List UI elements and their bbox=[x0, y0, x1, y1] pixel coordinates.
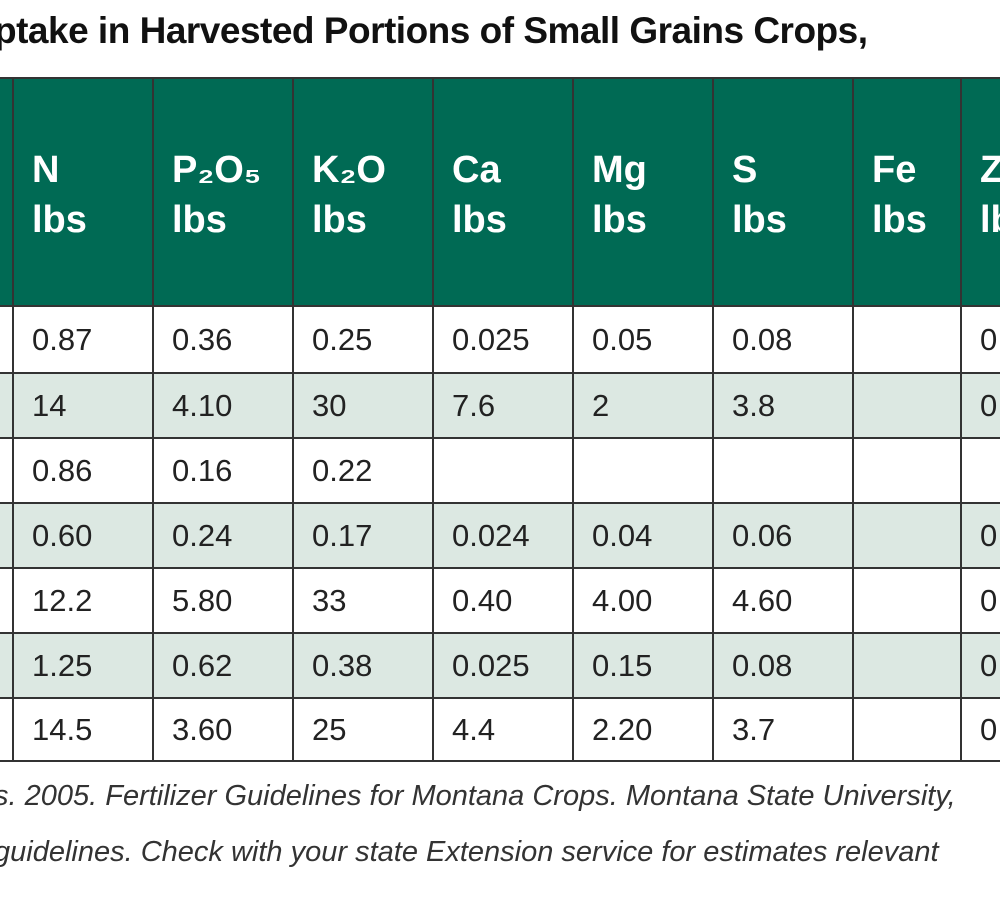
header-cell bbox=[0, 79, 14, 307]
table-cell: 0.05 bbox=[574, 307, 714, 374]
row-cell bbox=[0, 374, 14, 439]
header-unit: lbs bbox=[312, 199, 367, 241]
table-cell bbox=[574, 439, 714, 504]
header-unit: lbs bbox=[732, 199, 787, 241]
footnote: guidelines. Check with your state Extens… bbox=[0, 836, 939, 868]
header-name: Fe bbox=[872, 149, 917, 191]
table-cell: 7.6 bbox=[434, 374, 574, 439]
table-cell: 0.17 bbox=[294, 504, 434, 569]
header-name: Mg bbox=[592, 149, 647, 191]
table-cell: 33 bbox=[294, 569, 434, 634]
table-cell bbox=[434, 439, 574, 504]
table-cell: 14 bbox=[14, 374, 154, 439]
table-cell: 4.00 bbox=[574, 569, 714, 634]
table-cell: 4.10 bbox=[154, 374, 294, 439]
table-cell: 0.40 bbox=[434, 569, 574, 634]
table-cell bbox=[854, 374, 962, 439]
table-cell: 2.20 bbox=[574, 699, 714, 762]
table-cell: 0.24 bbox=[154, 504, 294, 569]
table-cell: 0 bbox=[962, 504, 1000, 569]
table-cell: 0 bbox=[962, 634, 1000, 699]
table-cell: 0 bbox=[962, 307, 1000, 374]
header-cell: Mg lbs bbox=[574, 79, 714, 307]
table-cell: 0.08 bbox=[714, 307, 854, 374]
header-unit: lbs bbox=[872, 199, 927, 241]
table-cell: 0 bbox=[962, 374, 1000, 439]
table: NlbsP₂O₅lbsK₂OlbsCalbsMglbsSlbsFelbsZlbs… bbox=[0, 77, 1000, 762]
header-name: K₂O bbox=[312, 149, 386, 191]
header-unit: lbs bbox=[452, 199, 507, 241]
table-cell bbox=[854, 634, 962, 699]
table-cell: 0.22 bbox=[294, 439, 434, 504]
table-cell bbox=[854, 439, 962, 504]
table-cell: 0 bbox=[962, 569, 1000, 634]
table-cell: 14.5 bbox=[14, 699, 154, 762]
table-cell: 0.87 bbox=[14, 307, 154, 374]
table-cell: 25 bbox=[294, 699, 434, 762]
table-cell: 0.62 bbox=[154, 634, 294, 699]
table-cell: 30 bbox=[294, 374, 434, 439]
table-cell: 0.06 bbox=[714, 504, 854, 569]
header-unit: lbs bbox=[32, 199, 87, 241]
table-cell: 0.16 bbox=[154, 439, 294, 504]
table-cell: 4.4 bbox=[434, 699, 574, 762]
header-cell: Ca lbs bbox=[434, 79, 574, 307]
table-cell: 3.8 bbox=[714, 374, 854, 439]
header-name: N bbox=[32, 149, 60, 191]
table-cell: 0.04 bbox=[574, 504, 714, 569]
table-cell: 0 bbox=[962, 699, 1000, 762]
row-cell bbox=[0, 439, 14, 504]
table-cell bbox=[854, 699, 962, 762]
table-cell: 0.60 bbox=[14, 504, 154, 569]
row-cell bbox=[0, 307, 14, 374]
header-unit: lbs bbox=[980, 199, 1000, 241]
table-cell: 0.15 bbox=[574, 634, 714, 699]
header-name: S bbox=[732, 149, 758, 191]
header-name: Z bbox=[980, 145, 1000, 195]
row-cell bbox=[0, 569, 14, 634]
table-cell: 2 bbox=[574, 374, 714, 439]
table-cell: 0.86 bbox=[14, 439, 154, 504]
header-cell: Zlbs bbox=[962, 79, 1000, 307]
table-cell: 0.025 bbox=[434, 307, 574, 374]
header-cell: K₂O lbs bbox=[294, 79, 434, 307]
footnote: s. 2005. Fertilizer Guidelines for Monta… bbox=[0, 780, 956, 812]
table-cell: 0.08 bbox=[714, 634, 854, 699]
table-cell bbox=[962, 439, 1000, 504]
header-cell: Fe lbs bbox=[854, 79, 962, 307]
header-cell: P₂O₅ lbs bbox=[154, 79, 294, 307]
table-cell: 0.025 bbox=[434, 634, 574, 699]
table-cell bbox=[714, 439, 854, 504]
table-cell bbox=[854, 569, 962, 634]
table-cell: 0.024 bbox=[434, 504, 574, 569]
table-cell: 0.36 bbox=[154, 307, 294, 374]
row-cell bbox=[0, 504, 14, 569]
table-cell: 1.25 bbox=[14, 634, 154, 699]
header-name: P₂O₅ bbox=[172, 149, 262, 191]
table-cell: 0.38 bbox=[294, 634, 434, 699]
table-cell: 4.60 bbox=[714, 569, 854, 634]
title: ptake in Harvested Portions of Small Gra… bbox=[0, 10, 868, 51]
table-cell bbox=[854, 307, 962, 374]
row-cell bbox=[0, 699, 14, 762]
header-unit: lbs bbox=[592, 199, 647, 241]
row-cell bbox=[0, 634, 14, 699]
table-cell: 3.60 bbox=[154, 699, 294, 762]
header-unit: lbs bbox=[172, 199, 227, 241]
header-name: Ca bbox=[452, 149, 501, 191]
table-cell bbox=[854, 504, 962, 569]
table-cell: 0.25 bbox=[294, 307, 434, 374]
table-cell: 3.7 bbox=[714, 699, 854, 762]
table-cell: 5.80 bbox=[154, 569, 294, 634]
table-cell: 12.2 bbox=[14, 569, 154, 634]
